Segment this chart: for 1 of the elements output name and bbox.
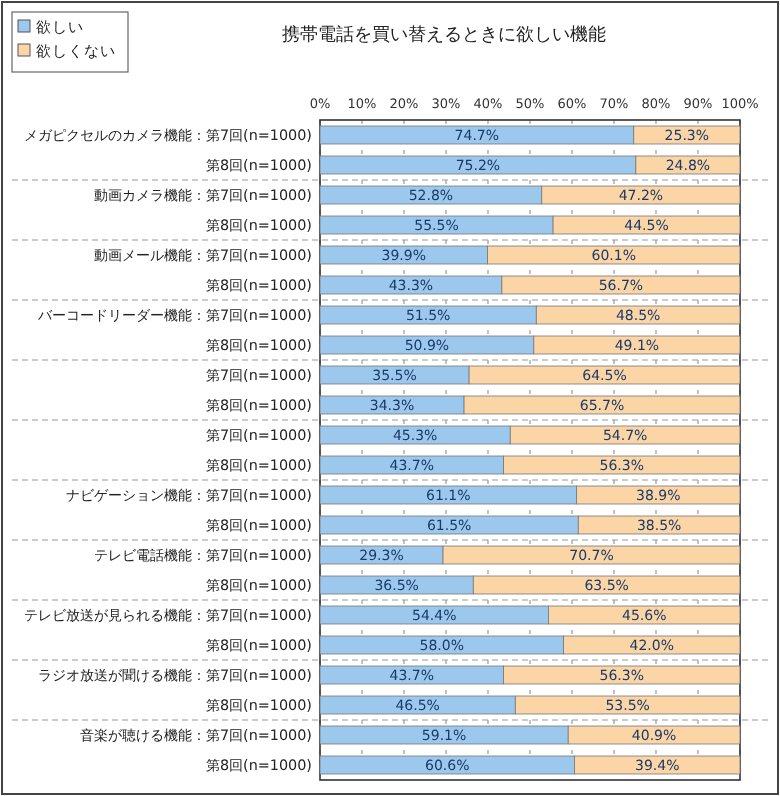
chart-title: 携帯電話を買い替えるときに欲しい機能: [282, 24, 606, 46]
